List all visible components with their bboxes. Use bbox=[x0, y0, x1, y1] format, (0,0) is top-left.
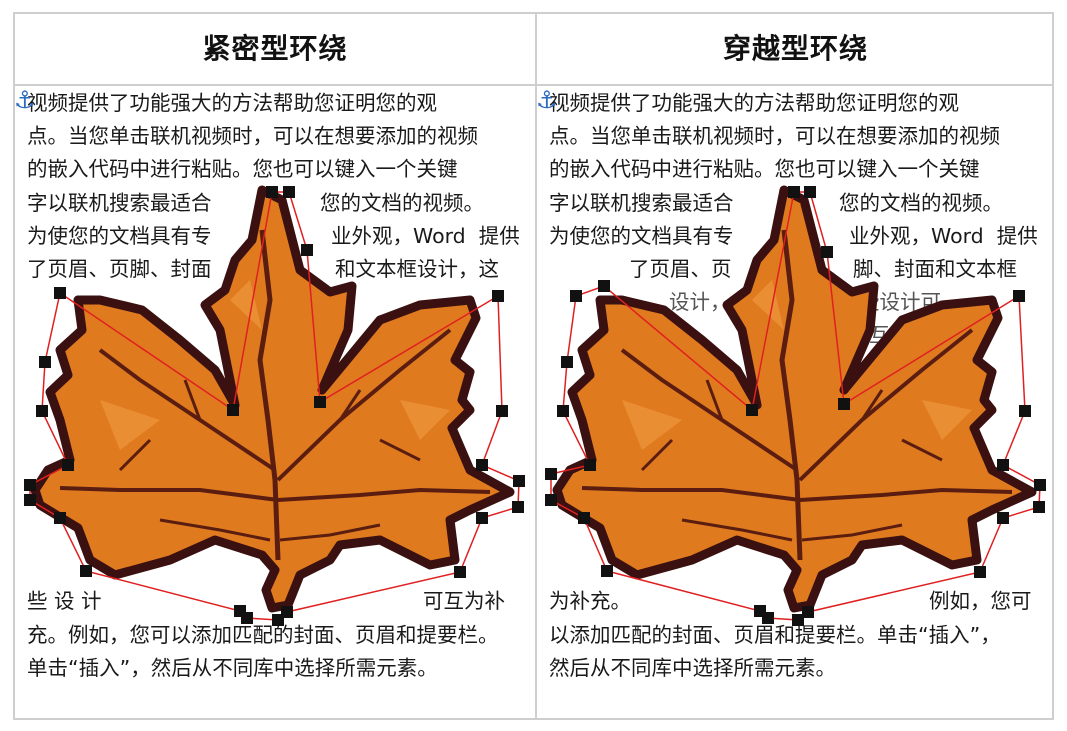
body-text-line: 了页眉、页 bbox=[629, 257, 732, 281]
anchor-icon[interactable]: ⚓ bbox=[536, 86, 558, 114]
body-text-line: 脚、封面和文本框 bbox=[853, 257, 1017, 281]
body-text-line: 业外观，Word 提供 bbox=[849, 224, 1038, 248]
body-text-line: 视频提供了功能强大的方法帮助您证明您的观 bbox=[27, 91, 437, 115]
column-heading-through: 穿越型环绕 bbox=[722, 32, 868, 65]
body-text-line: 充。例如，您可以添加匹配的封面、页眉和提要栏。 bbox=[27, 623, 499, 647]
body-text-line: 以添加匹配的封面、页眉和提要栏。单击“插入”， bbox=[549, 623, 1001, 647]
body-text-line: 您的文档的视频。 bbox=[839, 191, 1003, 215]
wrap-points-through[interactable] bbox=[545, 186, 1046, 626]
comparison-table: 紧密型环绕 穿越型环绕 视频提供了功能强大的方法帮助您证明您的观 点。当您单击联… bbox=[13, 12, 1054, 720]
body-text-line: 为使您的文档具有专 bbox=[27, 224, 212, 248]
body-text-line: 字以联机搜索最适合 bbox=[27, 191, 212, 215]
body-text-line: 些 设 计 bbox=[27, 589, 102, 613]
body-text-line: 例如，您可 bbox=[929, 589, 1032, 613]
body-text-line: 业外观，Word 提供 bbox=[331, 224, 520, 248]
body-text-line: 设计， bbox=[669, 290, 731, 314]
body-text-line: 的嵌入代码中进行粘贴。您也可以键入一个关键 bbox=[27, 157, 458, 181]
body-text-line: 点。当您单击联机视频时，可以在想要添加的视频 bbox=[549, 124, 1000, 148]
body-text-line: 您的文档的视频。 bbox=[320, 191, 484, 215]
body-text-line: 字以联机搜索最适合 bbox=[549, 191, 734, 215]
through-wrap-cell: 视频提供了功能强大的方法帮助您证明您的观 点。当您单击联机视频时，可以在想要添加… bbox=[537, 86, 1054, 720]
body-text-line: 然后从不同库中选择所需元素。 bbox=[549, 656, 836, 680]
body-text-line: 视频提供了功能强大的方法帮助您证明您的观 bbox=[549, 91, 959, 115]
column-heading-tight: 紧密型环绕 bbox=[202, 32, 348, 65]
body-text-line: 和文本框设计，这 bbox=[335, 257, 499, 281]
body-text-line: 的嵌入代码中进行粘贴。您也可以键入一个关键 bbox=[549, 157, 980, 181]
body-text-line: 了页眉、页脚、封面 bbox=[27, 257, 212, 281]
body-text-line: 点。当您单击联机视频时，可以在想要添加的视频 bbox=[27, 124, 478, 148]
maple-leaf-image[interactable] bbox=[557, 190, 1032, 608]
body-text-line: 单击“插入”，然后从不同库中选择所需元素。 bbox=[27, 656, 438, 680]
wrap-points-tight[interactable] bbox=[24, 186, 525, 626]
header-divider bbox=[15, 84, 1052, 86]
body-text-line: 为使您的文档具有专 bbox=[549, 224, 734, 248]
anchor-icon[interactable]: ⚓ bbox=[14, 86, 36, 114]
body-text-line: 为补充。 bbox=[549, 589, 631, 613]
maple-leaf-image[interactable] bbox=[35, 190, 510, 608]
wrap-boundary-through bbox=[550, 191, 1041, 621]
column-divider bbox=[535, 14, 537, 718]
tight-wrap-cell: 视频提供了功能强大的方法帮助您证明您的观 点。当您单击联机视频时，可以在想要添加… bbox=[15, 86, 535, 720]
body-text-line: 可互为补 bbox=[423, 589, 505, 613]
